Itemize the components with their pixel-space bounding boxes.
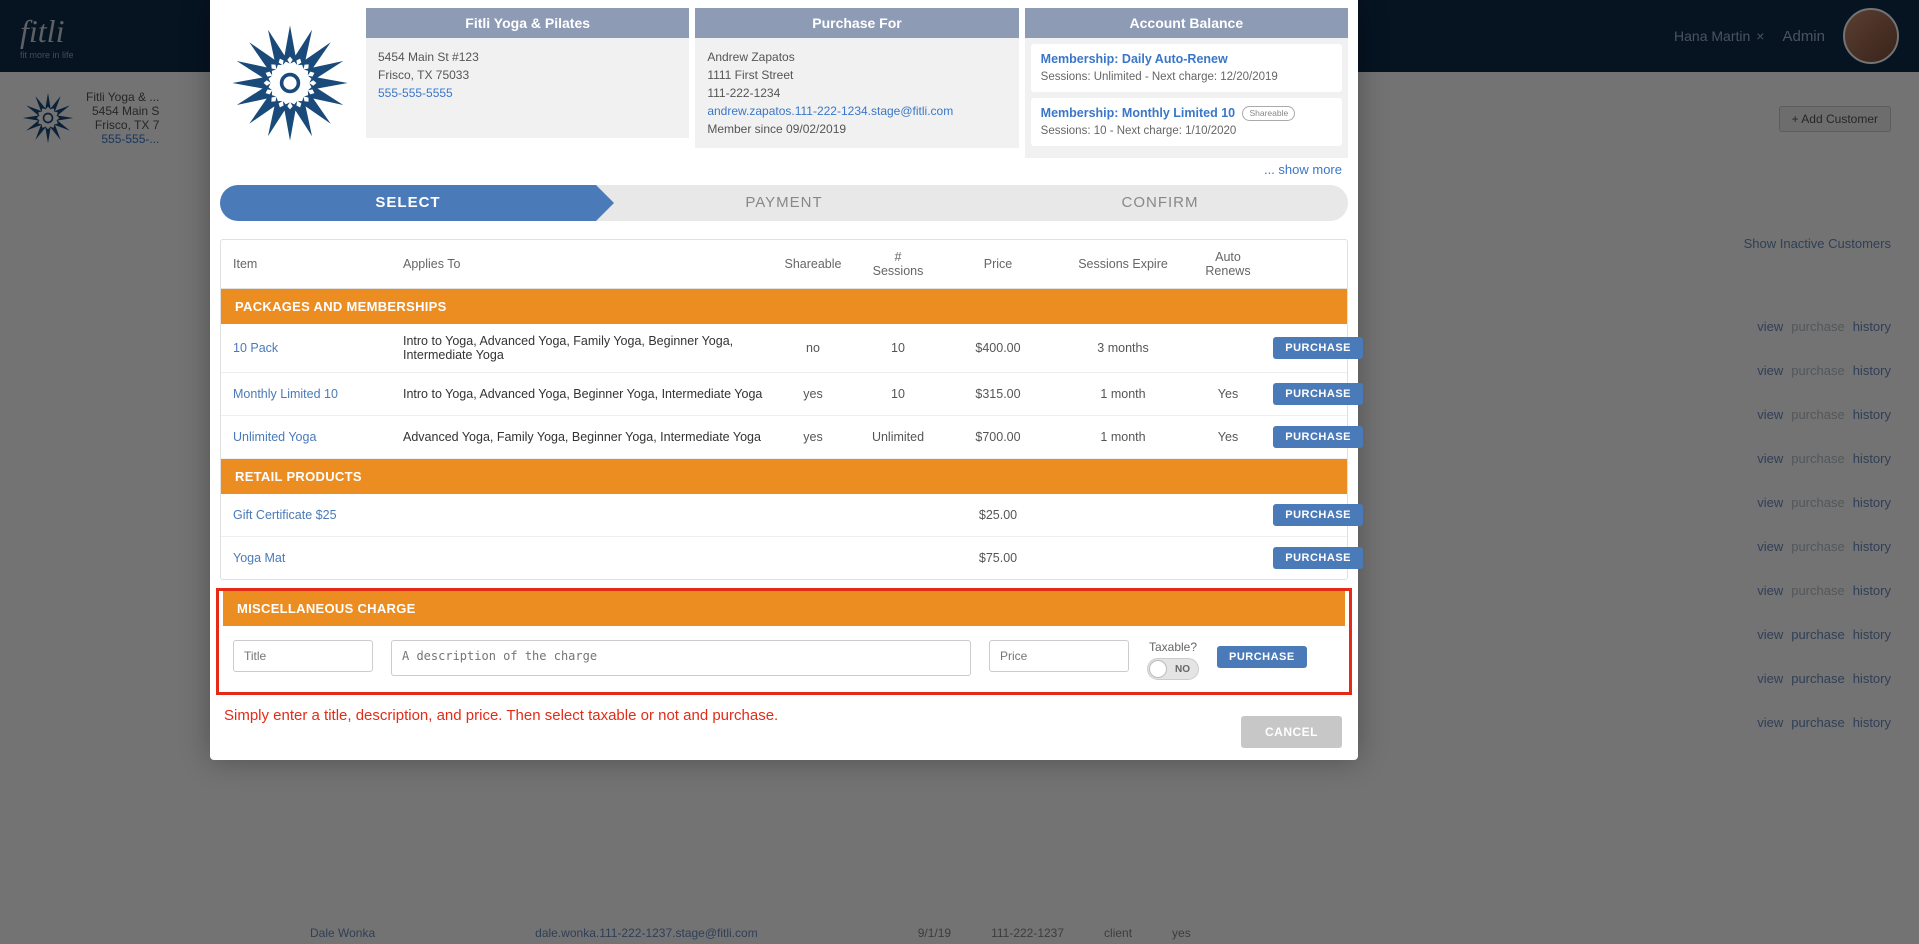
section-header-misc: MISCELLANEOUS CHARGE	[223, 591, 1345, 626]
balance-header: Account Balance	[1025, 8, 1348, 38]
account-balance-column: Account Balance Membership: Daily Auto-R…	[1025, 8, 1348, 158]
misc-title-input[interactable]	[233, 640, 373, 672]
applies-to: Advanced Yoga, Family Yoga, Beginner Yog…	[403, 430, 773, 444]
purchase-button[interactable]: PURCHASE	[1273, 547, 1363, 569]
step-confirm[interactable]: CONFIRM	[972, 185, 1348, 221]
table-row: Unlimited Yoga Advanced Yoga, Family Yog…	[221, 416, 1347, 459]
purchase-for-header: Purchase For	[695, 8, 1018, 38]
purchase-button[interactable]: PURCHASE	[1273, 383, 1363, 405]
misc-purchase-button[interactable]: PURCHASE	[1217, 646, 1307, 668]
taxable-control: Taxable? NO	[1147, 640, 1199, 680]
shareable-badge: Shareable	[1242, 106, 1295, 121]
item-name-link[interactable]: Yoga Mat	[233, 551, 403, 565]
stepper: SELECT PAYMENT CONFIRM	[220, 185, 1348, 221]
table-row: Gift Certificate $25 $25.00 PURCHASE	[221, 494, 1347, 537]
step-payment[interactable]: PAYMENT	[596, 185, 972, 221]
instruction-text: Simply enter a title, description, and p…	[210, 695, 1358, 724]
section-header-packages: PACKAGES AND MEMBERSHIPS	[221, 289, 1347, 324]
purchase-button[interactable]: PURCHASE	[1273, 337, 1363, 359]
purchase-button[interactable]: PURCHASE	[1273, 504, 1363, 526]
table-row: Monthly Limited 10 Intro to Yoga, Advanc…	[221, 373, 1347, 416]
purchase-button[interactable]: PURCHASE	[1273, 426, 1363, 448]
business-column: Fitli Yoga & Pilates 5454 Main St #123 F…	[366, 8, 689, 158]
business-phone-link[interactable]: 555-555-5555	[378, 86, 453, 100]
cancel-button[interactable]: CANCEL	[1241, 716, 1342, 748]
balance-item: Membership: Daily Auto-Renew Sessions: U…	[1031, 44, 1342, 92]
item-name-link[interactable]: Unlimited Yoga	[233, 430, 403, 444]
applies-to: Intro to Yoga, Advanced Yoga, Family Yog…	[403, 334, 773, 362]
customer-email-link[interactable]: andrew.zapatos.111-222-1234.stage@fitli.…	[707, 104, 953, 118]
modal-business-logo	[220, 8, 360, 158]
table-header: Item Applies To Shareable #Sessions Pric…	[221, 240, 1347, 289]
section-header-retail: RETAIL PRODUCTS	[221, 459, 1347, 494]
table-row: Yoga Mat $75.00 PURCHASE	[221, 537, 1347, 579]
purchase-modal: Fitli Yoga & Pilates 5454 Main St #123 F…	[210, 0, 1358, 760]
item-name-link[interactable]: 10 Pack	[233, 341, 403, 355]
purchase-for-column: Purchase For Andrew Zapatos 1111 First S…	[695, 8, 1018, 158]
step-select[interactable]: SELECT	[220, 185, 596, 221]
business-header: Fitli Yoga & Pilates	[366, 8, 689, 38]
applies-to: Intro to Yoga, Advanced Yoga, Beginner Y…	[403, 387, 773, 401]
misc-description-input[interactable]	[391, 640, 971, 676]
show-more-link[interactable]: ... show more	[1264, 162, 1342, 177]
item-name-link[interactable]: Gift Certificate $25	[233, 508, 403, 522]
products-table: Item Applies To Shareable #Sessions Pric…	[220, 239, 1348, 580]
business-logo-icon	[230, 8, 350, 158]
taxable-toggle[interactable]: NO	[1147, 658, 1199, 680]
item-name-link[interactable]: Monthly Limited 10	[233, 387, 403, 401]
balance-item: Membership: Monthly Limited 10 Shareable…	[1031, 98, 1342, 146]
table-row: 10 Pack Intro to Yoga, Advanced Yoga, Fa…	[221, 324, 1347, 373]
misc-charge-highlight: MISCELLANEOUS CHARGE Taxable? NO PURCHAS…	[216, 588, 1352, 695]
misc-price-input[interactable]	[989, 640, 1129, 672]
